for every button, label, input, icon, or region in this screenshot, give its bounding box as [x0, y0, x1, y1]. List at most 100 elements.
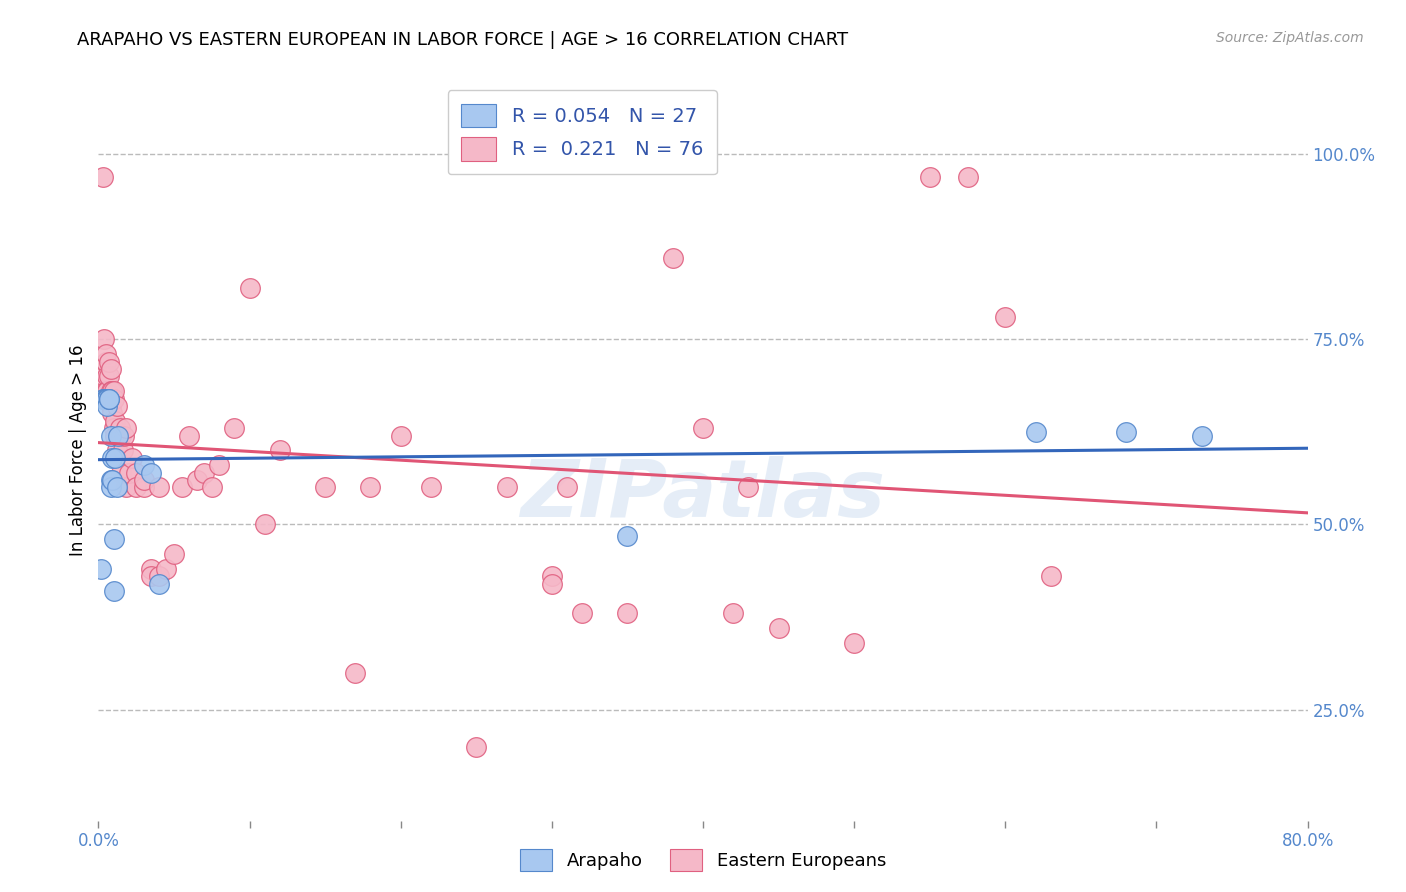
Point [96, 369, 118, 384]
Point [98, 392, 121, 406]
Point [103, 384, 125, 399]
Point [101, 473, 124, 487]
Point [768, 621, 790, 635]
Point [93, 392, 115, 406]
Point [91, 392, 114, 406]
Point [94, 392, 117, 406]
Point [179, 428, 201, 442]
Point [555, 480, 578, 494]
Point [94, 392, 117, 406]
Point [107, 428, 129, 442]
Point [103, 533, 125, 547]
Point [93, 392, 115, 406]
Point [737, 480, 759, 494]
Point [420, 480, 443, 494]
Point [540, 576, 562, 591]
Point [1191, 428, 1213, 442]
Point [1039, 569, 1062, 583]
Point [90, 562, 112, 576]
Point [141, 569, 163, 583]
Point [994, 310, 1017, 325]
Point [100, 480, 122, 494]
Point [98, 354, 121, 368]
Point [141, 466, 163, 480]
Point [661, 251, 683, 265]
Point [96, 392, 118, 406]
Legend: Arapaho, Eastern Europeans: Arapaho, Eastern Europeans [513, 842, 893, 879]
Point [148, 576, 170, 591]
Point [125, 480, 148, 494]
Point [170, 480, 193, 494]
Point [105, 443, 128, 458]
Point [112, 428, 135, 442]
Point [114, 421, 136, 435]
Point [110, 428, 132, 442]
Point [103, 392, 125, 406]
Point [132, 458, 155, 473]
Point [186, 473, 208, 487]
Point [201, 480, 224, 494]
Legend: R = 0.054   N = 27, R =  0.221   N = 76: R = 0.054 N = 27, R = 0.221 N = 76 [447, 90, 717, 175]
Point [100, 384, 122, 399]
Point [692, 421, 714, 435]
Point [616, 528, 638, 542]
Point [540, 569, 562, 583]
Point [101, 392, 124, 406]
Point [163, 547, 186, 561]
Point [111, 443, 134, 458]
Point [616, 607, 638, 621]
Point [208, 458, 231, 473]
Point [94, 384, 117, 399]
Point [100, 428, 122, 442]
Point [101, 407, 124, 421]
Point [91, 169, 114, 184]
Point [100, 362, 122, 376]
Point [114, 480, 136, 494]
Point [465, 739, 488, 754]
Y-axis label: In Labor Force | Age > 16: In Labor Force | Age > 16 [69, 344, 87, 557]
Point [193, 466, 215, 480]
Point [148, 480, 170, 494]
Point [107, 428, 129, 442]
Point [344, 665, 367, 680]
Point [101, 384, 124, 399]
Point [104, 450, 127, 465]
Point [360, 480, 382, 494]
Point [104, 414, 127, 428]
Point [100, 473, 122, 487]
Point [571, 607, 593, 621]
Point [100, 399, 122, 413]
Point [125, 466, 148, 480]
Point [105, 399, 128, 413]
Point [98, 392, 121, 406]
Point [104, 428, 127, 442]
Point [1024, 425, 1046, 439]
Point [253, 517, 276, 532]
Point [98, 369, 121, 384]
Point [918, 169, 941, 184]
Point [96, 384, 118, 399]
Point [121, 450, 143, 465]
Point [239, 280, 262, 294]
Point [98, 392, 121, 406]
Point [118, 466, 141, 480]
Point [103, 584, 125, 599]
Point [155, 562, 177, 576]
Text: ARAPAHO VS EASTERN EUROPEAN IN LABOR FORCE | AGE > 16 CORRELATION CHART: ARAPAHO VS EASTERN EUROPEAN IN LABOR FOR… [77, 31, 848, 49]
Point [94, 347, 117, 361]
Point [956, 169, 979, 184]
Point [132, 480, 155, 494]
Point [389, 428, 412, 442]
Text: Source: ZipAtlas.com: Source: ZipAtlas.com [1216, 31, 1364, 45]
Point [93, 333, 115, 347]
Point [93, 369, 115, 384]
Text: ZIPatlas: ZIPatlas [520, 456, 886, 534]
Point [96, 399, 118, 413]
Point [844, 636, 866, 650]
Point [94, 354, 117, 368]
Point [269, 443, 291, 458]
Point [224, 421, 246, 435]
Point [141, 562, 163, 576]
Point [110, 466, 132, 480]
Point [1115, 425, 1137, 439]
